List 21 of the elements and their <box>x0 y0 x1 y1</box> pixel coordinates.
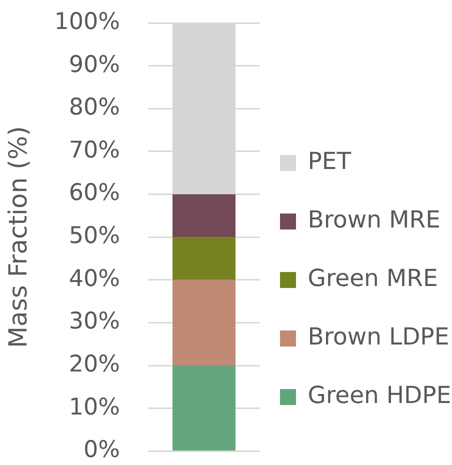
y-tick-label: 60% <box>68 180 120 206</box>
legend-label: Brown LDPE <box>308 322 450 351</box>
y-tick-label: 80% <box>68 94 120 121</box>
y-tick-label: 70% <box>68 137 120 164</box>
y-axis-title: Mass Fraction (%) <box>4 126 32 348</box>
y-tick-label: 40% <box>68 266 120 292</box>
y-tick-label: 100% <box>54 8 120 35</box>
y-tick-label: 0% <box>84 437 120 464</box>
legend-label: PET <box>308 147 352 176</box>
legend-label: Brown MRE <box>308 206 440 234</box>
bar <box>172 366 236 450</box>
bar <box>172 194 236 238</box>
y-tick-label: 20% <box>68 352 120 378</box>
legend-label: Green MRE <box>308 264 438 292</box>
bar <box>172 237 236 280</box>
bar <box>172 280 236 366</box>
y-tick-label: 50% <box>68 223 120 250</box>
y-tick-label: 90% <box>68 52 120 78</box>
y-tick-label: 30% <box>68 308 120 335</box>
legend-label: Green HDPE <box>308 381 452 410</box>
y-tick-label: 10% <box>68 394 120 420</box>
